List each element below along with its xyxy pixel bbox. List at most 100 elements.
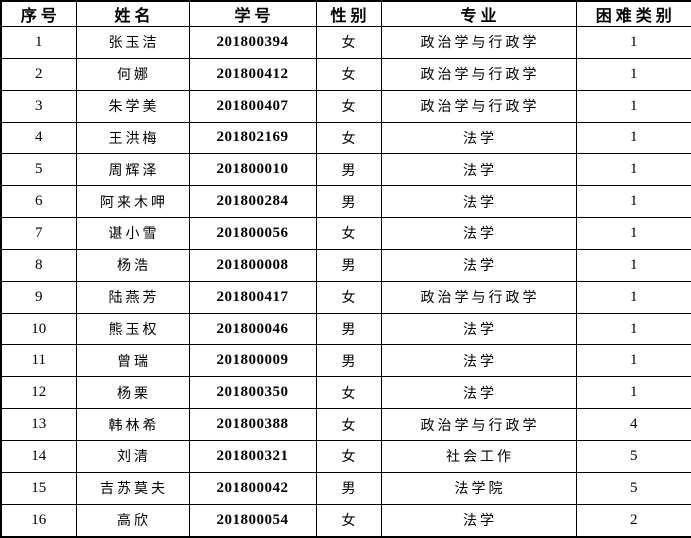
cell-name: 刘清	[75, 439, 190, 473]
cell-student_id: 201800010	[188, 153, 317, 187]
cell-difficulty: 5	[575, 471, 691, 505]
cell-index: 4	[0, 121, 77, 155]
cell-major: 法学	[380, 185, 577, 219]
cell-index: 11	[0, 344, 77, 378]
table-row: 10 熊玉权 201800046 男法学 1	[0, 312, 691, 346]
cell-major: 社会工作	[380, 439, 577, 473]
cell-index: 15	[0, 471, 77, 505]
table-row: 6 阿来木呷 201800284 男法学 1	[0, 185, 691, 219]
cell-difficulty: 1	[575, 26, 691, 59]
cell-major: 法学院	[380, 471, 577, 505]
column-header-difficulty: 困难类别	[575, 0, 691, 27]
cell-gender: 男	[315, 248, 382, 282]
cell-index: 2	[0, 57, 77, 91]
table-row: 11 曾瑞 201800009 男法学 1	[0, 344, 691, 378]
cell-name: 何娜	[75, 57, 190, 91]
cell-name: 陆燕芳	[75, 280, 190, 314]
cell-index: 3	[0, 89, 77, 123]
cell-name: 高欣	[75, 503, 190, 538]
cell-gender: 女	[315, 121, 382, 155]
table-row: 16 高欣 201800054 女法学 2	[0, 503, 691, 538]
cell-student_id: 201800321	[188, 439, 317, 473]
cell-student_id: 201800046	[188, 312, 317, 346]
cell-index: 6	[0, 185, 77, 219]
cell-name: 阿来木呷	[75, 185, 190, 219]
column-header-index: 序号	[0, 0, 77, 27]
column-header-gender: 性别	[315, 0, 382, 27]
cell-difficulty: 1	[575, 217, 691, 250]
cell-name: 张玉洁	[75, 26, 190, 59]
cell-student_id: 201800417	[188, 280, 317, 314]
cell-gender: 男	[315, 312, 382, 346]
cell-major: 政治学与行政学	[380, 89, 577, 123]
cell-student_id: 201800284	[188, 185, 317, 219]
cell-difficulty: 1	[575, 89, 691, 123]
column-header-student-id: 学号	[188, 0, 317, 27]
cell-index: 14	[0, 439, 77, 473]
cell-name: 熊玉权	[75, 312, 190, 346]
table-row: 2 何娜 201800412 女政治学与行政学 1	[0, 57, 691, 91]
cell-gender: 女	[315, 89, 382, 123]
cell-student_id: 201800350	[188, 376, 317, 410]
table-body: 1 张玉洁 201800394 女政治学与行政学 1 2 何娜 201800412 女政治学与行…	[0, 26, 691, 538]
cell-major: 法学	[380, 503, 577, 538]
cell-major: 政治学与行政学	[380, 408, 577, 441]
cell-major: 政治学与行政学	[380, 280, 577, 314]
cell-major: 法学	[380, 121, 577, 155]
cell-student_id: 201800412	[188, 57, 317, 91]
cell-index: 13	[0, 408, 77, 441]
cell-student_id: 201800407	[188, 89, 317, 123]
cell-gender: 女	[315, 376, 382, 410]
cell-difficulty: 1	[575, 280, 691, 314]
cell-name: 朱学美	[75, 89, 190, 123]
cell-student_id: 201800056	[188, 217, 317, 250]
cell-student_id: 201800394	[188, 26, 317, 59]
cell-index: 16	[0, 503, 77, 538]
cell-major: 政治学与行政学	[380, 57, 577, 91]
cell-name: 吉苏莫夫	[75, 471, 190, 505]
cell-name: 王洪梅	[75, 121, 190, 155]
table-row: 7 谌小雪 201800056 女法学 1	[0, 217, 691, 250]
cell-gender: 男	[315, 471, 382, 505]
cell-gender: 女	[315, 26, 382, 59]
table-row: 8 杨浩 201800008 男法学 1	[0, 248, 691, 282]
table-row: 5 周辉泽 201800010 男法学 1	[0, 153, 691, 187]
cell-major: 法学	[380, 153, 577, 187]
cell-major: 法学	[380, 344, 577, 378]
cell-student_id: 201800008	[188, 248, 317, 282]
cell-name: 韩林希	[75, 408, 190, 441]
cell-name: 谌小雪	[75, 217, 190, 250]
cell-gender: 女	[315, 57, 382, 91]
cell-index: 5	[0, 153, 77, 187]
header-row: 序号 姓名 学号 性别 专业 困难类别	[0, 0, 691, 27]
cell-index: 7	[0, 217, 77, 250]
cell-gender: 女	[315, 408, 382, 441]
cell-name: 杨浩	[75, 248, 190, 282]
cell-major: 法学	[380, 312, 577, 346]
cell-difficulty: 1	[575, 121, 691, 155]
cell-gender: 男	[315, 153, 382, 187]
table-row: 4 王洪梅 201802169 女法学 1	[0, 121, 691, 155]
cell-gender: 男	[315, 185, 382, 219]
cell-name: 周辉泽	[75, 153, 190, 187]
table-row: 9 陆燕芳 201800417 女政治学与行政学 1	[0, 280, 691, 314]
cell-difficulty: 1	[575, 248, 691, 282]
cell-difficulty: 1	[575, 57, 691, 91]
cell-student_id: 201800009	[188, 344, 317, 378]
cell-gender: 女	[315, 439, 382, 473]
column-header-name: 姓名	[75, 0, 190, 27]
cell-student_id: 201800042	[188, 471, 317, 505]
cell-index: 8	[0, 248, 77, 282]
table-row: 13 韩林希 201800388 女政治学与行政学 4	[0, 408, 691, 441]
cell-major: 法学	[380, 248, 577, 282]
cell-major: 政治学与行政学	[380, 26, 577, 59]
table-row: 3 朱学美 201800407 女政治学与行政学 1	[0, 89, 691, 123]
cell-index: 9	[0, 280, 77, 314]
table-row: 14 刘清 201800321 女社会工作 5	[0, 439, 691, 473]
cell-name: 曾瑞	[75, 344, 190, 378]
cell-difficulty: 1	[575, 153, 691, 187]
cell-major: 法学	[380, 217, 577, 250]
table-row: 12 杨栗 201800350 女法学 1	[0, 376, 691, 410]
cell-difficulty: 1	[575, 344, 691, 378]
table-row: 15 吉苏莫夫 201800042 男法学院 5	[0, 471, 691, 505]
